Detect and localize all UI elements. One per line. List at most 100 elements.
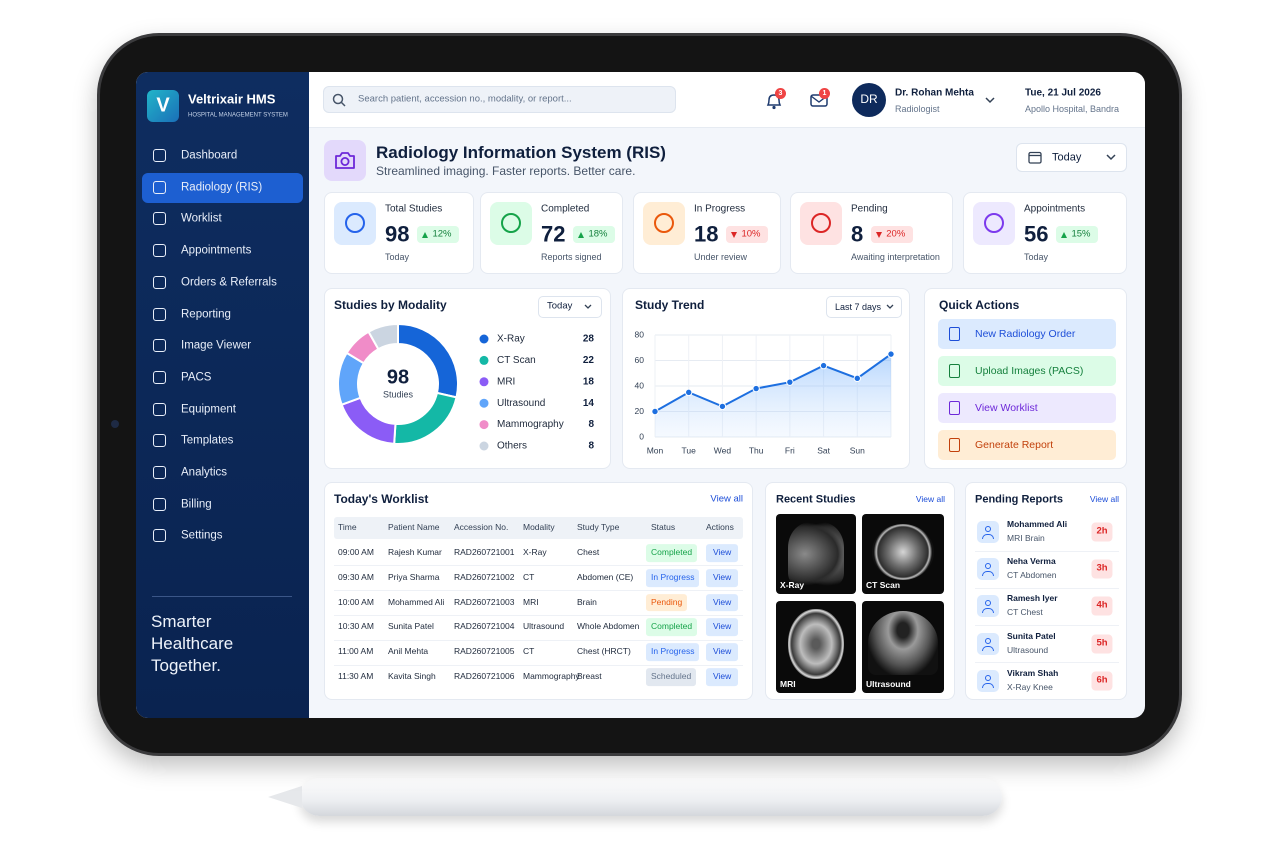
view-button[interactable]: View bbox=[706, 544, 739, 562]
nav-icon bbox=[153, 180, 166, 194]
stat-icon bbox=[654, 213, 674, 233]
study-label: Ultrasound bbox=[866, 679, 911, 690]
date: Tue, 21 Jul 2026 bbox=[1025, 87, 1101, 99]
bell-icon[interactable] bbox=[764, 91, 784, 111]
status-pill: In Progress bbox=[646, 568, 700, 587]
pending-reports-title: Pending Reports bbox=[975, 493, 1064, 506]
trend-point bbox=[819, 361, 828, 370]
date-filter-label: Today bbox=[1052, 151, 1082, 164]
worklist-view-all[interactable]: View all bbox=[710, 493, 743, 505]
y-tick-label: 80 bbox=[635, 329, 645, 339]
nav-item[interactable]: PACS bbox=[181, 371, 212, 384]
stat-label: Total Studies bbox=[385, 203, 443, 215]
stat-label: Completed bbox=[541, 203, 590, 215]
pending-patient: Neha Verma bbox=[1007, 556, 1056, 567]
nav-item[interactable]: Worklist bbox=[181, 212, 222, 225]
view-button[interactable]: View bbox=[706, 668, 739, 686]
trend-filter[interactable] bbox=[826, 296, 902, 318]
stat-icon bbox=[345, 213, 365, 233]
stat-change-arrow bbox=[1061, 231, 1068, 238]
worklist-cell: RAD260721003 bbox=[454, 596, 515, 607]
view-button[interactable]: View bbox=[706, 643, 739, 662]
nav-item[interactable]: Analytics bbox=[181, 466, 228, 479]
legend-dot bbox=[479, 441, 489, 451]
quick-action-button[interactable] bbox=[938, 393, 1116, 423]
stat-value: 98 bbox=[385, 221, 410, 247]
recent-studies-view-all[interactable]: View all bbox=[915, 494, 945, 505]
pending-icon-body bbox=[982, 682, 994, 688]
x-tick-label: Mon bbox=[647, 445, 664, 455]
nav-item[interactable]: Settings bbox=[181, 529, 223, 542]
trend-point bbox=[651, 407, 659, 416]
search-icon bbox=[332, 93, 346, 107]
quick-action-button[interactable] bbox=[938, 430, 1116, 460]
nav-item[interactable]: Dashboard bbox=[181, 149, 238, 162]
camera bbox=[111, 420, 119, 428]
pending-reports-view-all[interactable]: View all bbox=[1089, 494, 1119, 505]
legend-label: Others bbox=[497, 441, 527, 452]
nav-icon bbox=[153, 497, 166, 511]
nav-item[interactable]: Templates bbox=[181, 434, 234, 447]
nav-item[interactable]: Reporting bbox=[181, 307, 231, 320]
worklist-column-header: Actions bbox=[706, 522, 734, 533]
stat-label: Pending bbox=[851, 203, 888, 215]
nav-icon bbox=[153, 275, 166, 289]
study-image bbox=[788, 609, 844, 679]
stat-change-badge bbox=[417, 226, 460, 243]
legend-label: Ultrasound bbox=[497, 398, 545, 409]
quick-action-icon bbox=[949, 364, 960, 378]
quick-action-button[interactable] bbox=[938, 319, 1116, 349]
nav-item[interactable]: Orders & Referrals bbox=[181, 276, 277, 289]
nav-item[interactable]: Radiology (RIS) bbox=[181, 181, 263, 194]
logo-letter: V bbox=[156, 94, 170, 117]
pending-divider bbox=[975, 550, 1119, 552]
pending-icon-body bbox=[982, 608, 994, 614]
stat-note: Today bbox=[1024, 251, 1049, 262]
pending-study: X-Ray Knee bbox=[1007, 681, 1053, 692]
stat-change-badge bbox=[871, 226, 914, 243]
stat-change-badge bbox=[573, 226, 616, 243]
nav-item[interactable]: Image Viewer bbox=[181, 339, 252, 352]
view-button[interactable]: View bbox=[706, 593, 739, 612]
worklist-column-header: Study Type bbox=[577, 522, 620, 533]
logo bbox=[147, 90, 179, 122]
worklist-cell: CT bbox=[523, 571, 535, 582]
x-tick-label: Tue bbox=[682, 445, 697, 455]
quick-actions-title: Quick Actions bbox=[939, 298, 1020, 313]
worklist-cell: Ultrasound bbox=[523, 621, 565, 632]
location: Apollo Hospital, Bandra bbox=[1025, 103, 1120, 114]
legend-dot bbox=[479, 334, 489, 344]
worklist-row-divider bbox=[334, 615, 743, 616]
study-label: CT Scan bbox=[866, 580, 901, 591]
screen: V Veltrixair HMS HOSPITAL MANAGEMENT SYS… bbox=[136, 72, 1145, 718]
pending-study: MRI Brain bbox=[1007, 533, 1045, 544]
pending-divider bbox=[975, 625, 1119, 626]
camera-icon bbox=[335, 152, 355, 169]
worklist-cell: Priya Sharma bbox=[388, 571, 440, 582]
nav-item[interactable]: Billing bbox=[181, 498, 212, 511]
slogan-line: Healthcare bbox=[151, 634, 234, 654]
modality-filter[interactable] bbox=[538, 296, 602, 318]
legend-dot bbox=[479, 377, 489, 387]
worklist-cell: Mohammed Ali bbox=[388, 596, 445, 607]
stat-change-badge bbox=[1056, 226, 1099, 243]
worklist-cell: Kavita Singh bbox=[388, 671, 436, 682]
worklist-row-divider bbox=[334, 590, 743, 592]
worklist-column-header: Time bbox=[338, 522, 357, 533]
trend-area bbox=[655, 354, 891, 437]
view-button[interactable]: View bbox=[706, 618, 739, 637]
avatar[interactable] bbox=[852, 83, 886, 117]
trend-point bbox=[718, 402, 727, 411]
view-button[interactable]: View bbox=[706, 568, 739, 587]
y-tick-label: 40 bbox=[635, 380, 645, 390]
worklist-cell: Breast bbox=[577, 671, 602, 682]
trend-line bbox=[654, 353, 892, 413]
search-box[interactable] bbox=[323, 86, 676, 113]
quick-action-button[interactable] bbox=[938, 356, 1116, 386]
nav-item[interactable]: Appointments bbox=[181, 244, 252, 257]
slogan-line: Together. bbox=[151, 656, 221, 676]
alert-count: 3 bbox=[778, 89, 783, 97]
nav-item[interactable]: Equipment bbox=[181, 402, 236, 415]
user-chevron[interactable] bbox=[985, 97, 995, 104]
donut-segment bbox=[340, 396, 397, 445]
